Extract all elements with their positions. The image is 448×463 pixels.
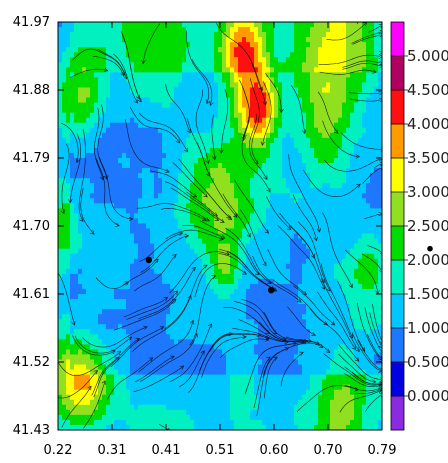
colorbar: 0.000 0.500 1.000 1.500 2.000 2.500 3.000 3.500… bbox=[390, 21, 448, 431]
x-tick-label: 0.60 bbox=[260, 443, 289, 458]
x-tick-label: 0.22 bbox=[44, 443, 73, 458]
y-tick-label: 41.43 bbox=[13, 423, 50, 438]
streamlines bbox=[58, 22, 382, 430]
colorbar-label: 1.500 bbox=[407, 285, 448, 303]
colorbar-swatch bbox=[391, 192, 404, 227]
y-tick-label: 41.61 bbox=[13, 287, 50, 302]
colorbar-swatch bbox=[391, 328, 404, 363]
legend-marker bbox=[427, 245, 433, 252]
y-tick-label: 41.70 bbox=[13, 219, 50, 234]
colorbar-swatch bbox=[391, 90, 404, 125]
x-tick-label: 0.51 bbox=[206, 443, 235, 458]
y-tick-label: 41.97 bbox=[13, 15, 50, 30]
colorbar-label: 4.000 bbox=[407, 115, 448, 133]
y-tick-label: 41.79 bbox=[13, 151, 50, 166]
y-tick-label: 41.52 bbox=[13, 355, 50, 370]
colorbar-label: 1.000 bbox=[407, 319, 448, 337]
x-axis: 0.22 0.31 0.41 0.51 0.60 0.70 0.79 bbox=[44, 22, 397, 458]
colorbar-swatch bbox=[391, 124, 404, 159]
plot-area bbox=[57, 21, 433, 431]
colorbar-swatch bbox=[391, 56, 404, 91]
colorbar-swatch bbox=[391, 22, 404, 57]
y-tick-label: 41.88 bbox=[13, 83, 50, 98]
colorbar-swatch bbox=[391, 294, 404, 329]
colorbar-label: 2.500 bbox=[407, 217, 448, 235]
colorbar-label: 2.000 bbox=[407, 251, 448, 269]
contour-fill bbox=[58, 22, 382, 430]
colorbar-swatch bbox=[391, 158, 404, 193]
x-tick-label: 0.79 bbox=[368, 443, 397, 458]
colorbar-swatch bbox=[391, 362, 404, 397]
colorbar-label: 5.000 bbox=[407, 47, 448, 65]
x-tick-label: 0.41 bbox=[152, 443, 181, 458]
colorbar-label: 3.500 bbox=[407, 149, 448, 167]
station-marker-2 bbox=[268, 287, 275, 294]
colorbar-label: 3.000 bbox=[407, 183, 448, 201]
colorbar-label: 0.500 bbox=[407, 353, 448, 371]
x-tick-label: 0.31 bbox=[98, 443, 127, 458]
x-tick-label: 0.70 bbox=[314, 443, 343, 458]
colorbar-swatch bbox=[391, 396, 404, 431]
colorbar-label: 4.500 bbox=[407, 81, 448, 99]
station-marker-1 bbox=[145, 256, 153, 264]
y-axis: 41.97 41.88 41.79 41.70 41.61 41.52 41.43 bbox=[13, 15, 382, 438]
colorbar-swatch bbox=[391, 226, 404, 261]
colorbar-label: 0.000 bbox=[407, 387, 448, 405]
colorbar-swatch bbox=[391, 260, 404, 295]
